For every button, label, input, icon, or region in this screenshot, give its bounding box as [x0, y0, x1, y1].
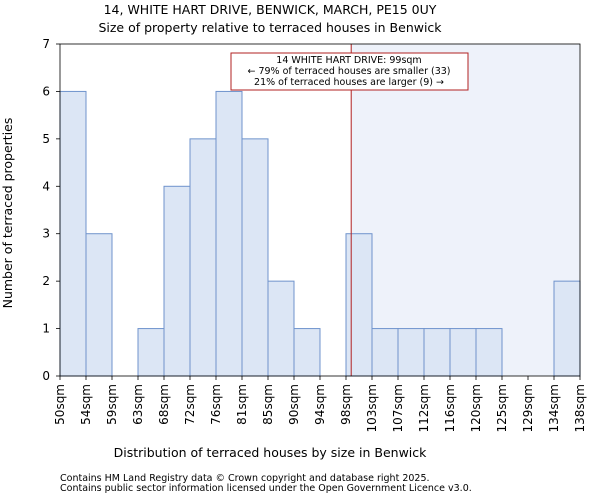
x-tick-label: 76sqm [209, 384, 223, 425]
x-tick-label: 125sqm [495, 384, 509, 432]
bar-68sqm [163, 185, 191, 377]
y-tick-label: 1 [42, 322, 50, 336]
bar-90sqm [293, 328, 321, 377]
x-tick-label: 138sqm [573, 384, 587, 432]
x-tick-label: 81sqm [235, 384, 249, 425]
bar-54sqm [85, 233, 113, 377]
bar-120sqm [475, 328, 503, 377]
footer-line-1: Contains HM Land Registry data © Crown c… [60, 473, 430, 484]
y-tick-label: 5 [42, 132, 50, 146]
annotation-line-3: 21% of terraced houses are larger (9) → [254, 77, 444, 88]
x-tick-label: 107sqm [391, 384, 405, 432]
annotation-line-1: 14 WHITE HART DRIVE: 99sqm [276, 55, 421, 66]
y-tick-label: 7 [42, 37, 50, 51]
bar-72sqm [189, 138, 217, 377]
x-axis-label: Distribution of terraced houses by size … [114, 445, 428, 460]
x-tick-label: 59sqm [105, 384, 119, 425]
x-tick-label: 129sqm [521, 384, 535, 432]
x-tick-label: 63sqm [131, 384, 145, 425]
x-tick-label: 112sqm [417, 384, 431, 432]
bar-81sqm [241, 138, 269, 377]
annotation-line-2: ← 79% of terraced houses are smaller (33… [247, 66, 450, 77]
y-tick-label: 6 [42, 84, 50, 98]
annotation-frame [230, 52, 469, 91]
x-tick-label: 50sqm [53, 384, 67, 425]
chart-title: 14, WHITE HART DRIVE, BENWICK, MARCH, PE… [104, 2, 437, 17]
annotation-box: 14 WHITE HART DRIVE: 99sqm ← 79% of terr… [230, 52, 469, 91]
bar-50sqm [59, 90, 87, 377]
x-tick-label: 134sqm [547, 384, 561, 432]
y-axis-label: Number of terraced properties [0, 118, 15, 309]
x-tick-label: 72sqm [183, 384, 197, 425]
footer-line-2: Contains public sector information licen… [60, 483, 472, 494]
y-tick-label: 4 [42, 179, 50, 193]
x-tick-label: 103sqm [365, 384, 379, 432]
bar-107sqm [397, 328, 425, 377]
y-tick-label: 3 [42, 227, 50, 241]
larger-region [351, 44, 580, 376]
x-tick-label: 116sqm [443, 384, 457, 432]
bar-134sqm [553, 280, 581, 377]
bar-116sqm [449, 328, 477, 377]
bar-76sqm [215, 90, 243, 377]
x-tick-label: 94sqm [313, 384, 327, 425]
x-tick-label: 68sqm [157, 384, 171, 425]
y-tick-label: 0 [42, 369, 50, 383]
bar-112sqm [423, 328, 451, 377]
chart-subtitle: Size of property relative to terraced ho… [98, 20, 442, 35]
x-tick-label: 54sqm [79, 384, 93, 425]
bar-103sqm [371, 328, 399, 377]
y-tick-label: 2 [42, 274, 50, 288]
bar-98sqm [345, 233, 373, 377]
bar-63sqm [137, 328, 165, 377]
x-tick-label: 98sqm [339, 384, 353, 425]
x-tick-label: 85sqm [261, 384, 275, 425]
x-tick-label: 120sqm [469, 384, 483, 432]
x-tick-label: 90sqm [287, 384, 301, 425]
bar-85sqm [267, 280, 295, 377]
